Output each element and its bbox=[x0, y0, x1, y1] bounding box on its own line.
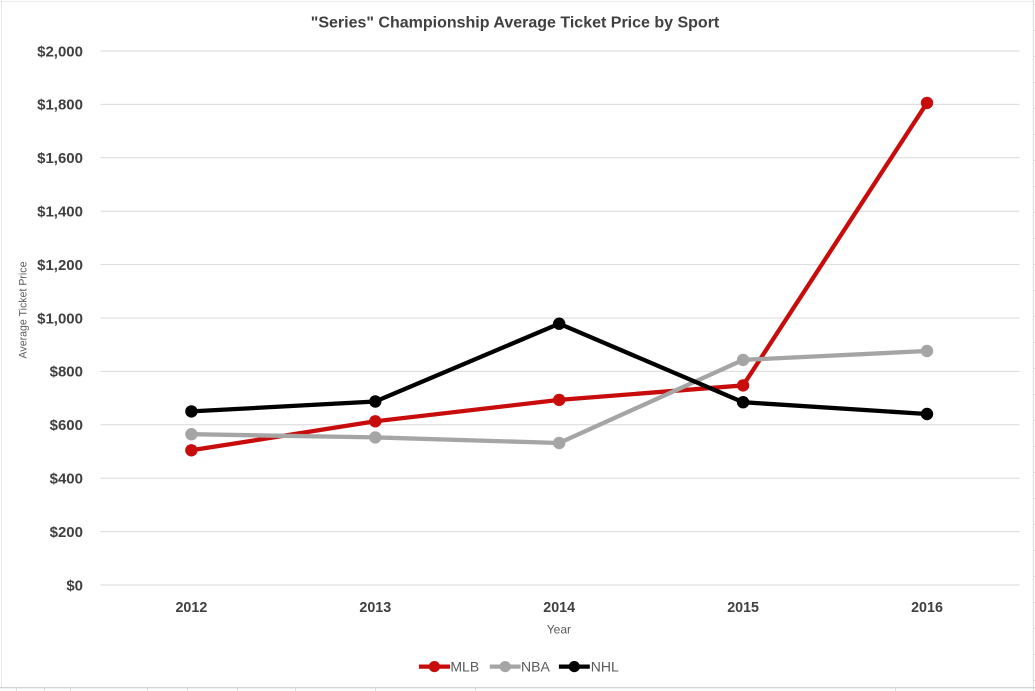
svg-text:$400: $400 bbox=[50, 471, 83, 488]
svg-text:2012: 2012 bbox=[175, 600, 207, 616]
svg-text:$1,800: $1,800 bbox=[37, 97, 83, 114]
svg-text:$1,600: $1,600 bbox=[37, 150, 83, 167]
svg-text:Year: Year bbox=[547, 622, 571, 636]
svg-text:$0: $0 bbox=[66, 577, 83, 594]
svg-text:2013: 2013 bbox=[359, 600, 391, 616]
svg-text:$1,400: $1,400 bbox=[37, 204, 83, 221]
svg-text:2015: 2015 bbox=[727, 600, 759, 616]
svg-text:$2,000: $2,000 bbox=[37, 43, 83, 60]
svg-text:$800: $800 bbox=[50, 364, 83, 381]
svg-text:2016: 2016 bbox=[911, 600, 943, 616]
svg-text:MLB: MLB bbox=[450, 659, 479, 675]
svg-text:$600: $600 bbox=[50, 417, 83, 434]
svg-text:"Series" Championship Average: "Series" Championship Average Ticket Pri… bbox=[311, 15, 720, 32]
svg-text:2014: 2014 bbox=[543, 600, 575, 616]
svg-text:NBA: NBA bbox=[521, 659, 550, 675]
svg-text:$1,200: $1,200 bbox=[37, 257, 83, 274]
svg-text:NHL: NHL bbox=[591, 659, 619, 675]
svg-text:$200: $200 bbox=[50, 524, 83, 541]
svg-text:Average Ticket Price: Average Ticket Price bbox=[18, 261, 30, 358]
svg-text:$1,000: $1,000 bbox=[37, 310, 83, 327]
